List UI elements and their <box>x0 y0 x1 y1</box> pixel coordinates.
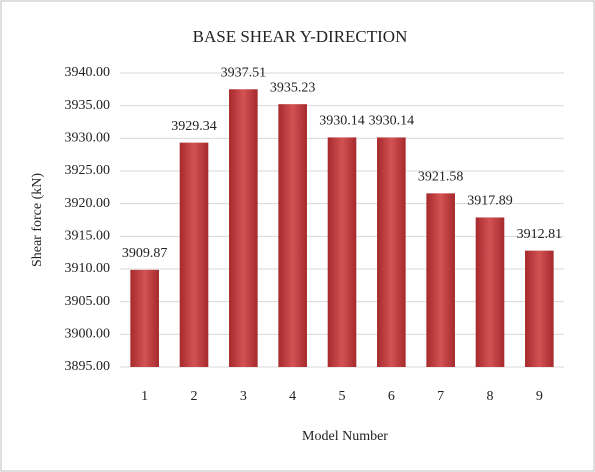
data-label: 3935.23 <box>270 80 316 95</box>
data-label: 3912.81 <box>517 227 563 242</box>
bar <box>525 250 554 367</box>
y-tick-label: 3915.00 <box>65 229 111 244</box>
data-label: 3937.51 <box>221 65 267 80</box>
x-tick-label: 4 <box>289 389 296 404</box>
x-tick-label: 9 <box>536 389 543 404</box>
x-tick-label: 6 <box>388 389 395 404</box>
data-label: 3929.34 <box>171 119 217 134</box>
y-tick-label: 3900.00 <box>65 327 111 342</box>
y-tick-label: 3940.00 <box>65 65 111 80</box>
y-axis-label: Shear force (kN) <box>30 173 45 267</box>
bar <box>179 142 209 367</box>
y-tick-label: 3895.00 <box>65 359 111 374</box>
data-label: 3909.87 <box>122 246 168 261</box>
y-tick-label: 3920.00 <box>65 196 111 211</box>
data-label: 3917.89 <box>467 194 513 209</box>
x-axis-label: Model Number <box>302 429 388 444</box>
bar <box>377 137 406 367</box>
bar <box>426 193 455 367</box>
data-label: 3930.14 <box>319 114 365 129</box>
data-label: 3921.58 <box>418 170 464 185</box>
y-tick-label: 3930.00 <box>65 131 111 146</box>
x-tick-label: 3 <box>240 389 247 404</box>
x-tick-label: 1 <box>141 389 148 404</box>
bar <box>229 89 258 367</box>
x-tick-label: 7 <box>437 389 444 404</box>
x-tick-label: 2 <box>191 389 198 404</box>
bar <box>278 104 307 367</box>
x-tick-label: 5 <box>339 389 346 404</box>
y-tick-label: 3905.00 <box>65 294 111 309</box>
bar <box>327 137 357 367</box>
y-tick-label: 3910.00 <box>65 261 111 276</box>
data-label: 3930.14 <box>369 114 415 129</box>
y-tick-label: 3935.00 <box>65 98 111 113</box>
bar <box>130 269 159 367</box>
chart-title: BASE SHEAR Y-DIRECTION <box>193 27 408 46</box>
y-tick-label: 3925.00 <box>65 163 111 178</box>
x-tick-label: 8 <box>487 389 494 404</box>
bar <box>475 217 505 367</box>
